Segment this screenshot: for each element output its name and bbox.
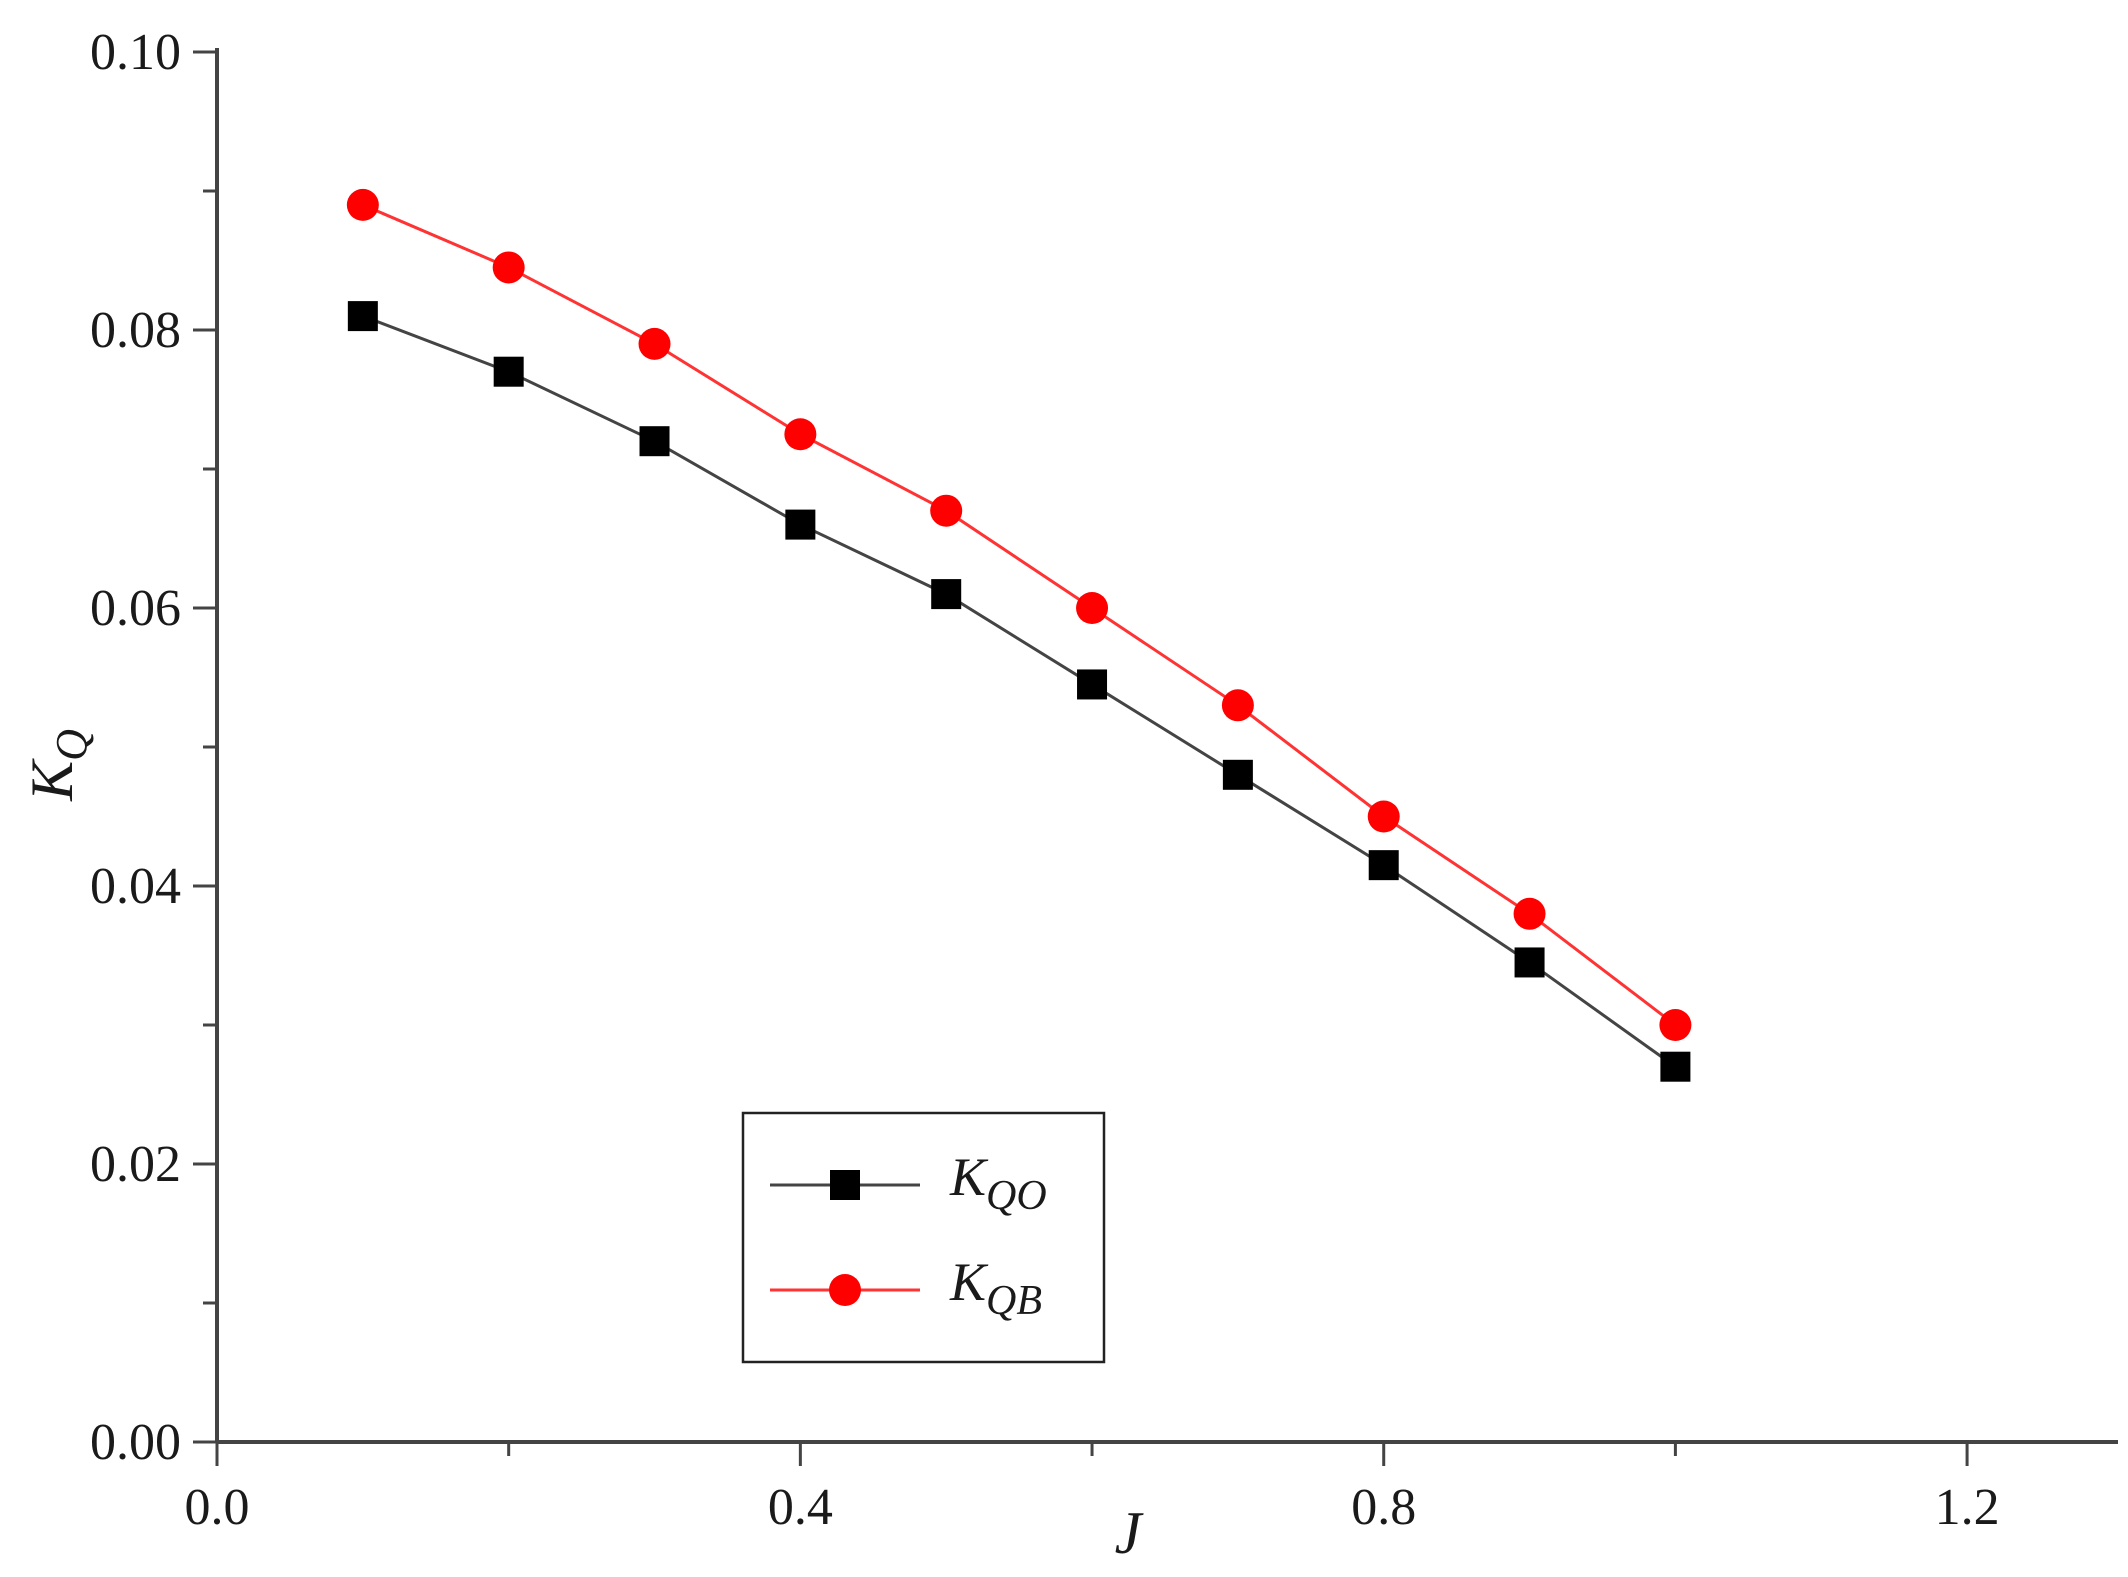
data-point <box>785 509 816 540</box>
legend-label-kqb: KQB <box>949 1252 1042 1324</box>
y-tick-label: 0.04 <box>90 858 181 915</box>
legend-label-kqo-main: K <box>949 1147 989 1207</box>
y-axis-title-main: K <box>19 758 85 802</box>
data-point <box>1221 689 1254 722</box>
y-tick-label: 0.00 <box>90 1414 181 1471</box>
x-tick-label: 0.0 <box>185 1479 250 1536</box>
y-tick-label: 0.02 <box>90 1136 181 1193</box>
data-point <box>493 356 524 387</box>
legend-label-kqb-sub: QB <box>986 1278 1042 1324</box>
legend-marker-kqb <box>829 1274 861 1306</box>
y-tick-label: 0.08 <box>90 302 181 359</box>
data-point <box>931 579 962 610</box>
legend-item-kqo: KQO <box>770 1147 1047 1219</box>
y-axis-title: KQ <box>19 729 96 802</box>
x-axis-title: J <box>1115 1500 1144 1566</box>
legend-marker-kqo <box>830 1170 860 1200</box>
data-point <box>930 494 963 527</box>
data-point <box>1368 850 1399 881</box>
x-tick-label: 1.2 <box>1935 1479 2000 1536</box>
x-tick-label: 0.8 <box>1351 1479 1416 1536</box>
data-point <box>346 188 379 221</box>
data-point <box>1077 669 1108 700</box>
data-point <box>1514 947 1545 978</box>
legend: KQO KQB <box>741 1111 1106 1364</box>
legend-label-kqo-sub: QO <box>986 1173 1047 1219</box>
axis-titles: J KQ <box>19 729 1144 1566</box>
series-1 <box>346 188 1692 1041</box>
data-point <box>1367 800 1400 833</box>
legend-box <box>741 1111 1106 1364</box>
data-point <box>1659 1009 1692 1041</box>
series-layer <box>346 188 1692 1082</box>
legend-label-kqo: KQO <box>949 1147 1047 1219</box>
data-point <box>1222 759 1253 790</box>
legend-item-kqb: KQB <box>770 1252 1042 1324</box>
data-point <box>638 327 671 360</box>
y-axis-title-sub: Q <box>47 729 96 761</box>
data-point <box>1660 1051 1691 1082</box>
series-0 <box>347 301 1691 1082</box>
data-point <box>639 426 670 457</box>
data-point <box>347 301 378 332</box>
x-tick-label: 0.4 <box>768 1479 833 1536</box>
legend-label-kqb-main: K <box>949 1252 989 1312</box>
axes: 0.00 0.02 0.04 0.06 0.08 0.10 0.0 0.4 0.8 1.2 <box>90 24 2118 1536</box>
data-point <box>1513 897 1546 930</box>
series-line <box>362 314 1677 1068</box>
data-point <box>492 251 525 284</box>
data-point <box>1076 592 1109 624</box>
data-point <box>784 418 817 451</box>
y-tick-label: 0.10 <box>90 24 181 81</box>
y-tick-label: 0.06 <box>90 580 181 637</box>
x-axis-title-main: J <box>1115 1500 1144 1566</box>
series-line <box>362 203 1677 1027</box>
